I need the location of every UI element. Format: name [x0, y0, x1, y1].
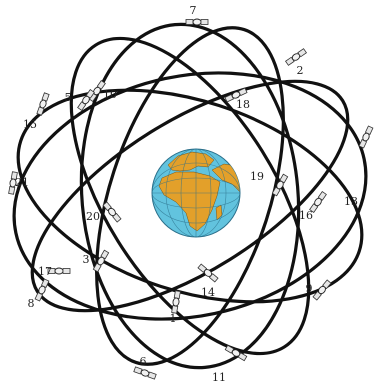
solar-panel	[10, 171, 18, 180]
satellite-label: 7	[190, 4, 197, 17]
satellite-label: 13	[344, 195, 358, 208]
satellite	[133, 366, 157, 380]
satellite	[77, 88, 95, 112]
solar-panel	[147, 371, 157, 380]
satellite	[8, 171, 18, 195]
satellite-label: 17	[38, 265, 52, 278]
satellite	[92, 249, 110, 273]
satellite-label: 14	[201, 286, 215, 299]
satellite-label: 11	[212, 371, 226, 384]
solar-panel	[200, 19, 209, 25]
solar-panel	[238, 87, 248, 97]
satellite	[197, 263, 219, 283]
satellite	[171, 290, 181, 314]
satellite	[47, 267, 71, 275]
solar-panel	[62, 268, 71, 274]
solar-panel	[322, 279, 332, 290]
solar-panel	[85, 88, 95, 99]
solar-panel	[364, 125, 374, 135]
satellite-label: 1	[170, 312, 177, 325]
orbit-path	[16, 88, 364, 304]
satellite-label: 16	[299, 209, 313, 222]
solar-panel	[208, 273, 219, 283]
solar-panel	[96, 79, 106, 90]
satellite-label: 8	[28, 297, 35, 310]
satellite-label: 20	[86, 210, 100, 223]
satellite	[358, 125, 374, 149]
satellite	[224, 344, 248, 362]
satellite-label: 3	[83, 253, 90, 266]
satellite	[271, 173, 289, 197]
solar-panel	[41, 92, 50, 102]
orbit-path	[95, 26, 285, 366]
solar-panel	[112, 212, 122, 223]
satellite-body	[192, 18, 202, 26]
satellite-label: 19	[250, 170, 264, 183]
solar-panel	[100, 249, 110, 260]
satellite	[88, 79, 106, 103]
satellite	[284, 48, 308, 66]
continent-africa	[158, 171, 221, 232]
solar-panel	[317, 190, 327, 201]
solar-panel	[173, 290, 181, 299]
satellite	[102, 201, 122, 223]
solar-panel	[185, 19, 194, 25]
satellite	[312, 279, 332, 301]
satellite-label: 9	[306, 282, 313, 295]
solar-panel	[237, 352, 248, 362]
satellite-label: 5	[65, 91, 72, 104]
satellite-label: 18	[236, 98, 250, 111]
satellite-label: 21	[15, 176, 29, 189]
satellite-label: 10	[103, 88, 117, 101]
satellite	[36, 92, 50, 116]
solar-panel	[279, 173, 289, 184]
satellite-body	[54, 267, 64, 275]
satellite-label: 2	[297, 64, 304, 77]
satellite	[34, 278, 50, 302]
satellite-body	[172, 297, 180, 307]
orbit-path	[30, 79, 350, 313]
satellite	[224, 87, 248, 103]
solar-panel	[40, 278, 50, 288]
earth-globe	[151, 148, 241, 238]
orbit-path	[69, 36, 311, 356]
satellite	[309, 190, 327, 214]
satellite	[185, 18, 209, 26]
solar-panel	[297, 48, 308, 58]
orbit-path	[12, 71, 368, 321]
satellite-label: 6	[140, 355, 147, 368]
orbit-path	[79, 22, 301, 370]
satellite-label: 15	[23, 118, 37, 131]
solar-panel	[8, 186, 16, 195]
